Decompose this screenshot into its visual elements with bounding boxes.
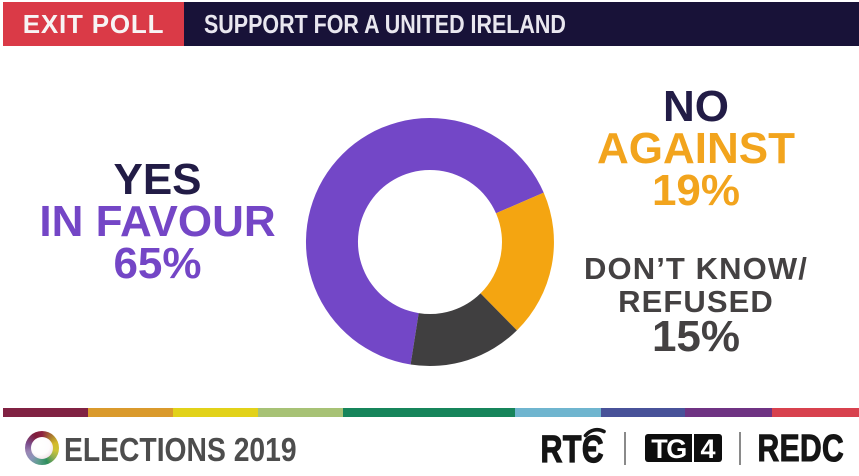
svg-text:RTЄ: RTЄ [541, 429, 604, 471]
svg-text:REDC: REDC [758, 428, 845, 470]
